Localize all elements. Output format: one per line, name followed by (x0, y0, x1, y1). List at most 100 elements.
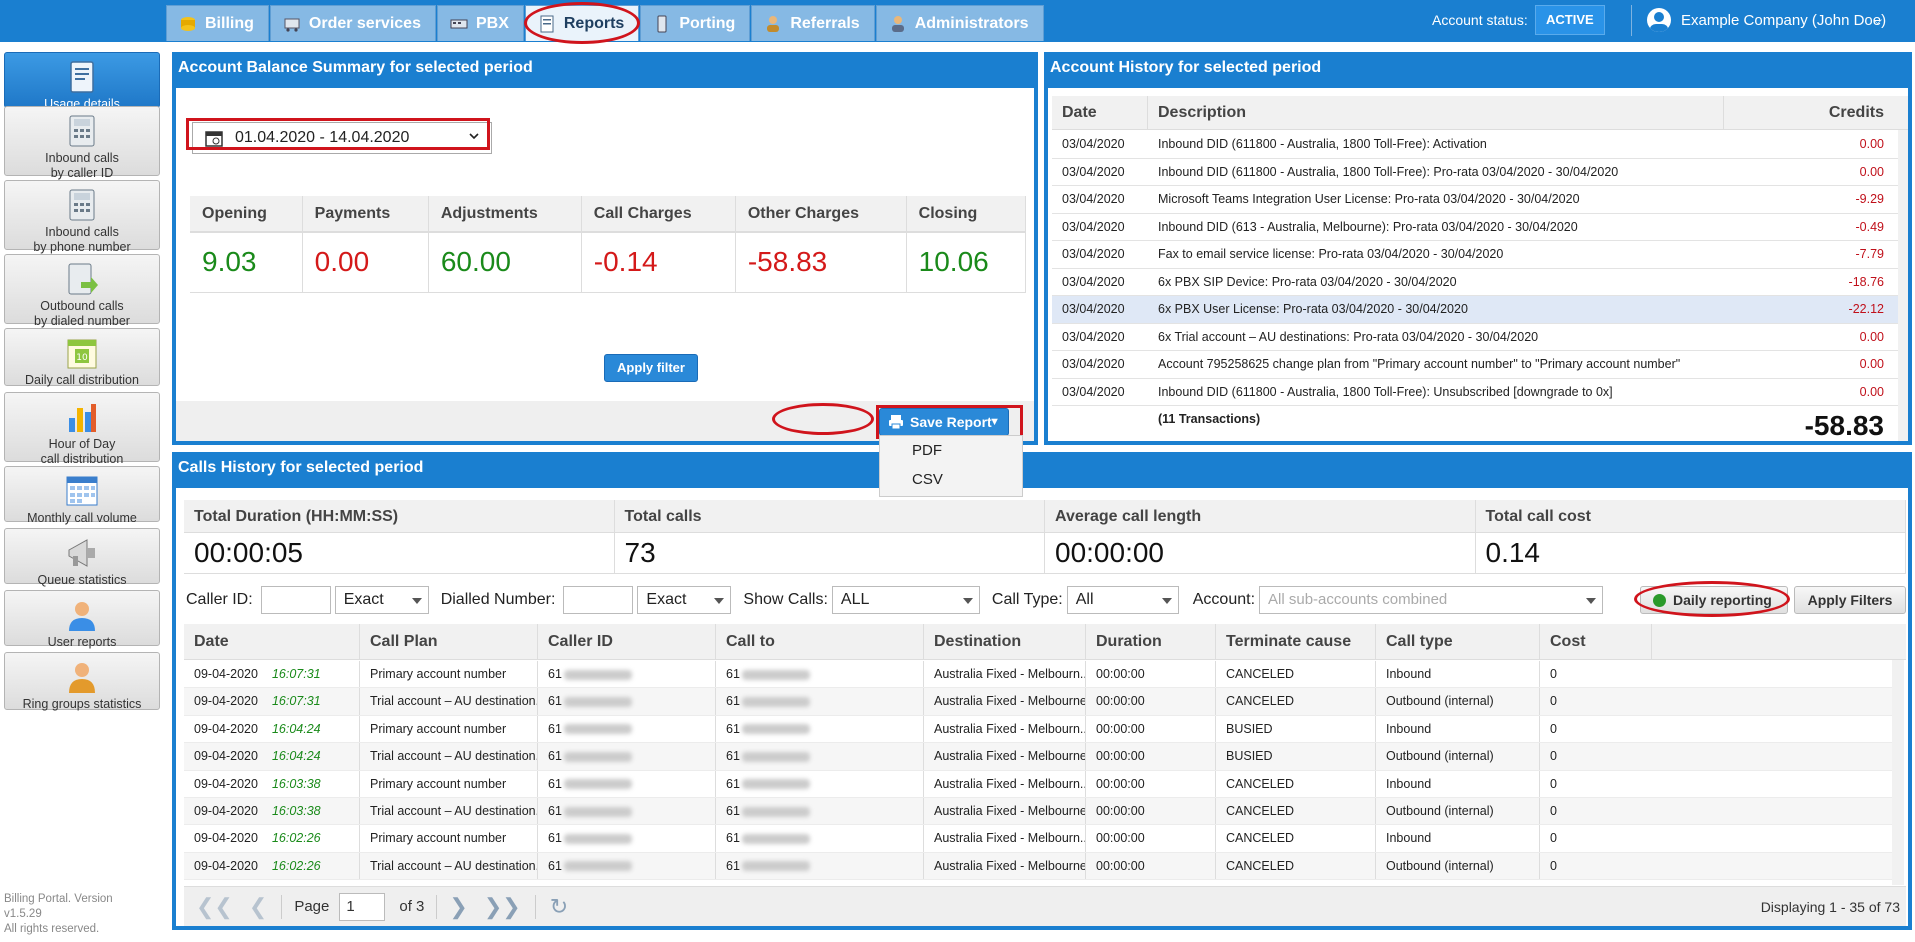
caller-id-input[interactable] (260, 586, 331, 614)
select-value: Exact (646, 591, 687, 608)
calls-row[interactable]: 09-04-2020 16:02:26 Primary account number… (184, 825, 1892, 853)
tab-porting[interactable]: Porting (640, 5, 751, 41)
col-date[interactable]: Date (1052, 96, 1148, 129)
terminate-cause: CANCELED (1216, 797, 1376, 825)
history-row[interactable]: 03/04/2020 Inbound DID (611800 - Australi… (1052, 159, 1900, 186)
col-description[interactable]: Description (1148, 96, 1724, 129)
calls-row[interactable]: 09-04-2020 16:03:38 Primary account number… (184, 770, 1892, 798)
col-other-charges: Other Charges (735, 196, 907, 233)
history-row[interactable]: 03/04/2020 6x PBX User License: Pro-rata … (1052, 296, 1900, 324)
save-csv-option[interactable]: CSV (912, 471, 943, 488)
call-to-prefix: 61 (726, 858, 740, 873)
sidebar-item-monthly-call-volume[interactable]: Monthly call volume (4, 466, 160, 525)
tab-referrals[interactable]: Referrals (751, 5, 875, 41)
stat-total-duration: Total Duration (HH:MM:SS) 00:00:05 (184, 500, 615, 574)
sidebar-item-daily-call-distribution[interactable]: 10 Daily call distribution (4, 328, 160, 387)
history-date: 03/04/2020 (1062, 164, 1125, 179)
calls-row[interactable]: 09-04-2020 16:04:24 Primary account number… (184, 715, 1892, 744)
user-avatar-icon[interactable] (1647, 8, 1671, 32)
account-select[interactable]: All sub-accounts combined (1259, 586, 1604, 614)
col-destination[interactable]: Destination (924, 624, 1086, 659)
calls-row[interactable]: 09-04-2020 16:07:31 Primary account number… (184, 661, 1892, 689)
tab-pbx[interactable]: PBX (436, 5, 524, 41)
call-cost: 0 (1550, 858, 1557, 873)
col-terminate-cause[interactable]: Terminate cause (1216, 624, 1376, 659)
prev-page-icon[interactable]: ❮ (248, 893, 268, 919)
col-call-plan[interactable]: Call Plan (360, 624, 538, 659)
redacted-number (563, 669, 632, 680)
call-duration: 00:00:00 (1086, 825, 1216, 852)
sidebar-item-ring-groups-statistics[interactable]: Ring groups statistics (4, 652, 160, 711)
calls-row[interactable]: 09-04-2020 16:02:26 Trial account – AU des… (184, 852, 1892, 881)
history-row[interactable]: 03/04/2020 Account 795258625 change plan … (1052, 351, 1900, 379)
apply-filter-button[interactable]: Apply filter (604, 354, 698, 382)
calls-row[interactable]: 09-04-2020 16:04:24 Trial account – AU des… (184, 743, 1892, 771)
select-placeholder: All sub-accounts combined (1268, 591, 1448, 608)
history-credits: 0.00 (1859, 137, 1884, 152)
stat-label: Average call length (1045, 500, 1475, 533)
col-cost[interactable]: Cost (1540, 624, 1652, 659)
sidebar-item-inbound-calls-by-phone-number[interactable]: Inbound calls by phone number (4, 180, 160, 254)
caller-id-match-select[interactable]: Exact (334, 586, 429, 614)
save-report-button[interactable]: Save Report ▼ (879, 408, 1009, 436)
stat-label: Total calls (614, 500, 1044, 533)
col-adjustments: Adjustments (428, 196, 582, 233)
history-row[interactable]: 03/04/2020 6x PBX SIP Device: Pro-rata 03… (1052, 269, 1900, 296)
sidebar-item-outbound-calls-by-dialed-number[interactable]: Outbound calls by dialed number (4, 254, 160, 328)
col-call-to[interactable]: Call to (716, 624, 924, 659)
call-date-cell: 09-04-2020 16:03:38 (184, 797, 360, 825)
col-credits[interactable]: Credits (1828, 104, 1884, 121)
calls-scrollbar[interactable] (1892, 660, 1904, 885)
sidebar-item-hour-of-day-call-distribution[interactable]: Hour of Day call distribution (4, 392, 160, 466)
save-pdf-option[interactable]: PDF (912, 442, 942, 459)
call-type-select[interactable]: All (1066, 586, 1179, 614)
save-report-label: Save Report (910, 414, 992, 430)
call-type: Inbound (1376, 825, 1540, 852)
dialled-number-input[interactable] (563, 586, 634, 614)
sidebar-item-usage-details[interactable]: Usage details (4, 52, 160, 111)
apply-filters-button[interactable]: Apply Filters (1794, 586, 1906, 614)
calls-table-header: Date Call Plan Caller ID Call to Destination… (184, 624, 1906, 660)
history-row[interactable]: 03/04/2020 6x Trial account – AU destinat… (1052, 324, 1900, 351)
last-page-icon[interactable]: ❯❯ (483, 893, 521, 919)
tab-billing[interactable]: Billing (166, 5, 269, 41)
refresh-icon[interactable]: ↻ (549, 893, 569, 919)
account-history-panel: Account History for selected period Date… (1044, 52, 1912, 445)
history-credits: -22.12 (1848, 302, 1884, 317)
history-row[interactable]: 03/04/2020 Inbound DID (611800 - Australi… (1052, 131, 1900, 159)
col-caller-id[interactable]: Caller ID (538, 624, 716, 659)
call-time: 16:04:24 (271, 721, 321, 736)
user-menu[interactable]: Example Company (John Doe) (1681, 12, 1887, 29)
caller-id-cell: 61 (538, 852, 716, 880)
show-calls-select[interactable]: ALL (831, 586, 980, 614)
sidebar-item-user-reports[interactable]: User reports (4, 590, 160, 649)
history-description: Inbound DID (611800 - Australia, 1800 To… (1158, 384, 1613, 399)
dialled-number-match-select[interactable]: Exact (637, 586, 732, 614)
balance-summary-table: Opening Payments Adjustments Call Charge… (190, 196, 1027, 293)
page-input[interactable]: 1 (339, 892, 386, 921)
next-page-icon[interactable]: ❯ (449, 893, 468, 919)
history-row[interactable]: 03/04/2020 Fax to email service license: … (1052, 241, 1900, 269)
caller-id-cell: 61 (538, 715, 716, 743)
history-row[interactable]: 03/04/2020 Inbound DID (613 - Australia, … (1052, 214, 1900, 241)
history-row[interactable]: 03/04/2020 Inbound DID (611800 - Australi… (1052, 379, 1900, 406)
chevron-down-icon[interactable]: ⌵ (1873, 13, 1883, 27)
col-date[interactable]: Date (184, 624, 360, 659)
history-date: 03/04/2020 (1062, 192, 1125, 207)
tab-order-services[interactable]: Order services (269, 5, 436, 41)
col-call-type[interactable]: Call type (1376, 624, 1540, 659)
chevron-down-icon (469, 133, 479, 140)
history-scrollbar[interactable] (1898, 130, 1908, 441)
history-date: 03/04/2020 (1062, 329, 1125, 344)
caller-id-cell: 61 (538, 688, 716, 715)
col-duration[interactable]: Duration (1086, 624, 1216, 659)
tab-administrators[interactable]: Administrators (875, 5, 1044, 41)
sidebar-item-queue-statistics[interactable]: Queue statistics (4, 528, 160, 587)
first-page-icon[interactable]: ❮❮ (196, 893, 233, 919)
history-row[interactable]: 03/04/2020 Microsoft Teams Integration Us… (1052, 186, 1900, 214)
date-range-picker[interactable]: 01.04.2020 - 14.04.2020 (192, 122, 492, 154)
sidebar-item-inbound-calls-by-caller-id[interactable]: Inbound calls by caller ID (4, 106, 160, 180)
caret-down-icon: ▼ (989, 416, 1000, 428)
calls-row[interactable]: 09-04-2020 16:03:38 Trial account – AU des… (184, 797, 1892, 826)
calls-row[interactable]: 09-04-2020 16:07:31 Trial account – AU des… (184, 688, 1892, 716)
